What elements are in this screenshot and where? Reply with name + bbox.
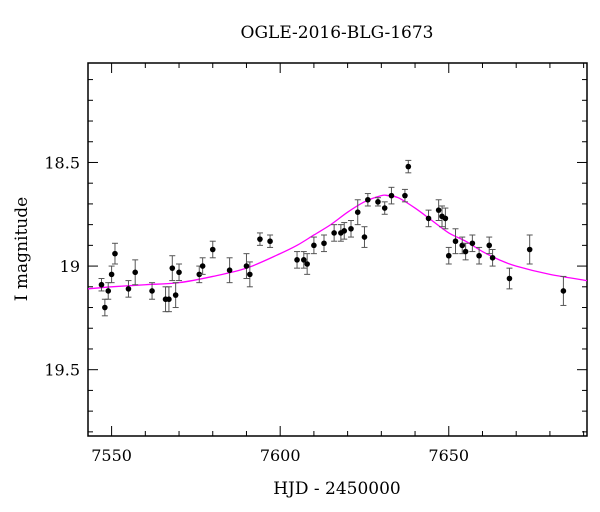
data-point [405,163,412,170]
model-curve-group [87,194,588,290]
tick-labels: 7550 7600 7650 18.5 19 19.5 [44,153,469,465]
data-point [169,265,176,271]
data-point [452,238,459,245]
data-point [435,207,442,213]
data-point [149,288,155,294]
data-point [125,286,132,292]
data-point [459,242,466,249]
data-point [341,228,348,234]
plot-frame [87,62,588,437]
data-point [442,215,449,222]
data-point [348,225,354,232]
data-point [196,271,203,278]
data-point [176,269,182,276]
data-point [469,240,476,247]
data-point [102,304,108,311]
x-tick-label: 7650 [428,446,469,465]
x-tick-label: 7600 [260,446,301,465]
data-point [108,271,115,278]
data-point [166,296,172,303]
data-point [476,252,482,259]
data-point [311,242,317,249]
data-point [105,288,112,294]
data-point [354,209,361,215]
model-curve [87,194,588,290]
data-point [375,199,381,205]
data-points-group [98,159,567,317]
data-point [388,192,395,199]
data-point [243,263,250,269]
data-point [425,215,432,222]
data-point [304,261,310,267]
data-point [98,281,105,288]
data-point [489,254,496,261]
data-point [506,275,513,282]
y-tick-label: 18.5 [44,153,80,172]
data-point [172,292,179,298]
y-tick-label: 19 [60,257,80,276]
data-point [209,246,216,253]
y-tick-label: 19.5 [44,361,80,380]
data-point [112,250,118,257]
data-point [560,288,567,294]
data-point [526,246,533,253]
data-point [247,271,253,278]
x-axis-label: HJD - 2450000 [273,479,401,499]
data-point [226,267,233,274]
data-point [132,269,139,276]
data-point [365,196,371,203]
chart-title: OGLE-2016-BLG-1673 [241,23,434,43]
data-point [462,248,469,255]
data-point [294,257,300,263]
data-point [321,240,327,247]
data-point [445,252,452,259]
data-point [486,242,493,249]
data-point [402,192,408,199]
data-point [267,238,273,245]
data-point [257,236,263,242]
data-point [381,205,388,211]
data-point [300,257,307,263]
data-point [331,230,337,236]
data-point [361,234,368,240]
data-point [199,263,206,269]
axis-ticks [88,63,587,436]
y-axis-label: I magnitude [12,197,32,301]
x-tick-label: 7550 [91,446,132,465]
